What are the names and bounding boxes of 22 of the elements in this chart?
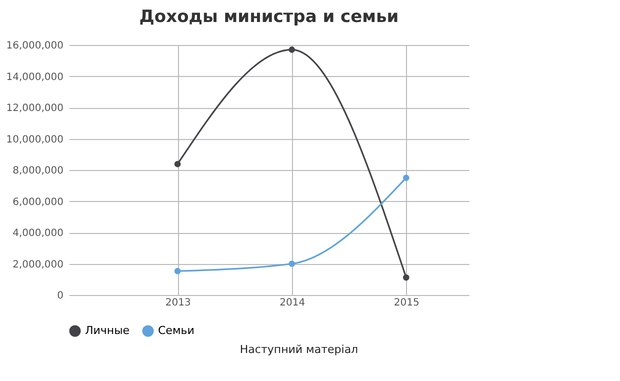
y-tick-label: 8,000,000 — [12, 166, 64, 176]
point — [174, 268, 181, 274]
y-tick-label: 6,000,000 — [12, 196, 64, 208]
chart-title: Доходы министра и семьи — [139, 7, 399, 27]
x-tick-label: 2013 — [165, 298, 191, 308]
point — [174, 160, 181, 168]
y-tick-label: 4,000,000 — [12, 228, 64, 239]
point — [288, 46, 296, 53]
x-tick-label: 2014 — [280, 298, 306, 308]
y-tick-label: 14,000,000 — [6, 72, 64, 83]
legend-label: Семьи — [158, 324, 194, 337]
y-tick-label: 16,000,000 — [6, 40, 64, 52]
y-tick-label: 0 — [57, 290, 64, 302]
y-tick-label: 10,000,000 — [6, 134, 64, 146]
x-tick-label: 2015 — [394, 298, 420, 308]
y-tick-label: 12,000,000 — [6, 103, 64, 114]
point — [288, 260, 296, 267]
point — [402, 274, 410, 281]
point — [402, 174, 410, 181]
legend-label: Личные — [85, 324, 130, 337]
text: Наступний матеріал — [240, 343, 358, 356]
y-tick-label: 2,000,000 — [12, 259, 64, 270]
